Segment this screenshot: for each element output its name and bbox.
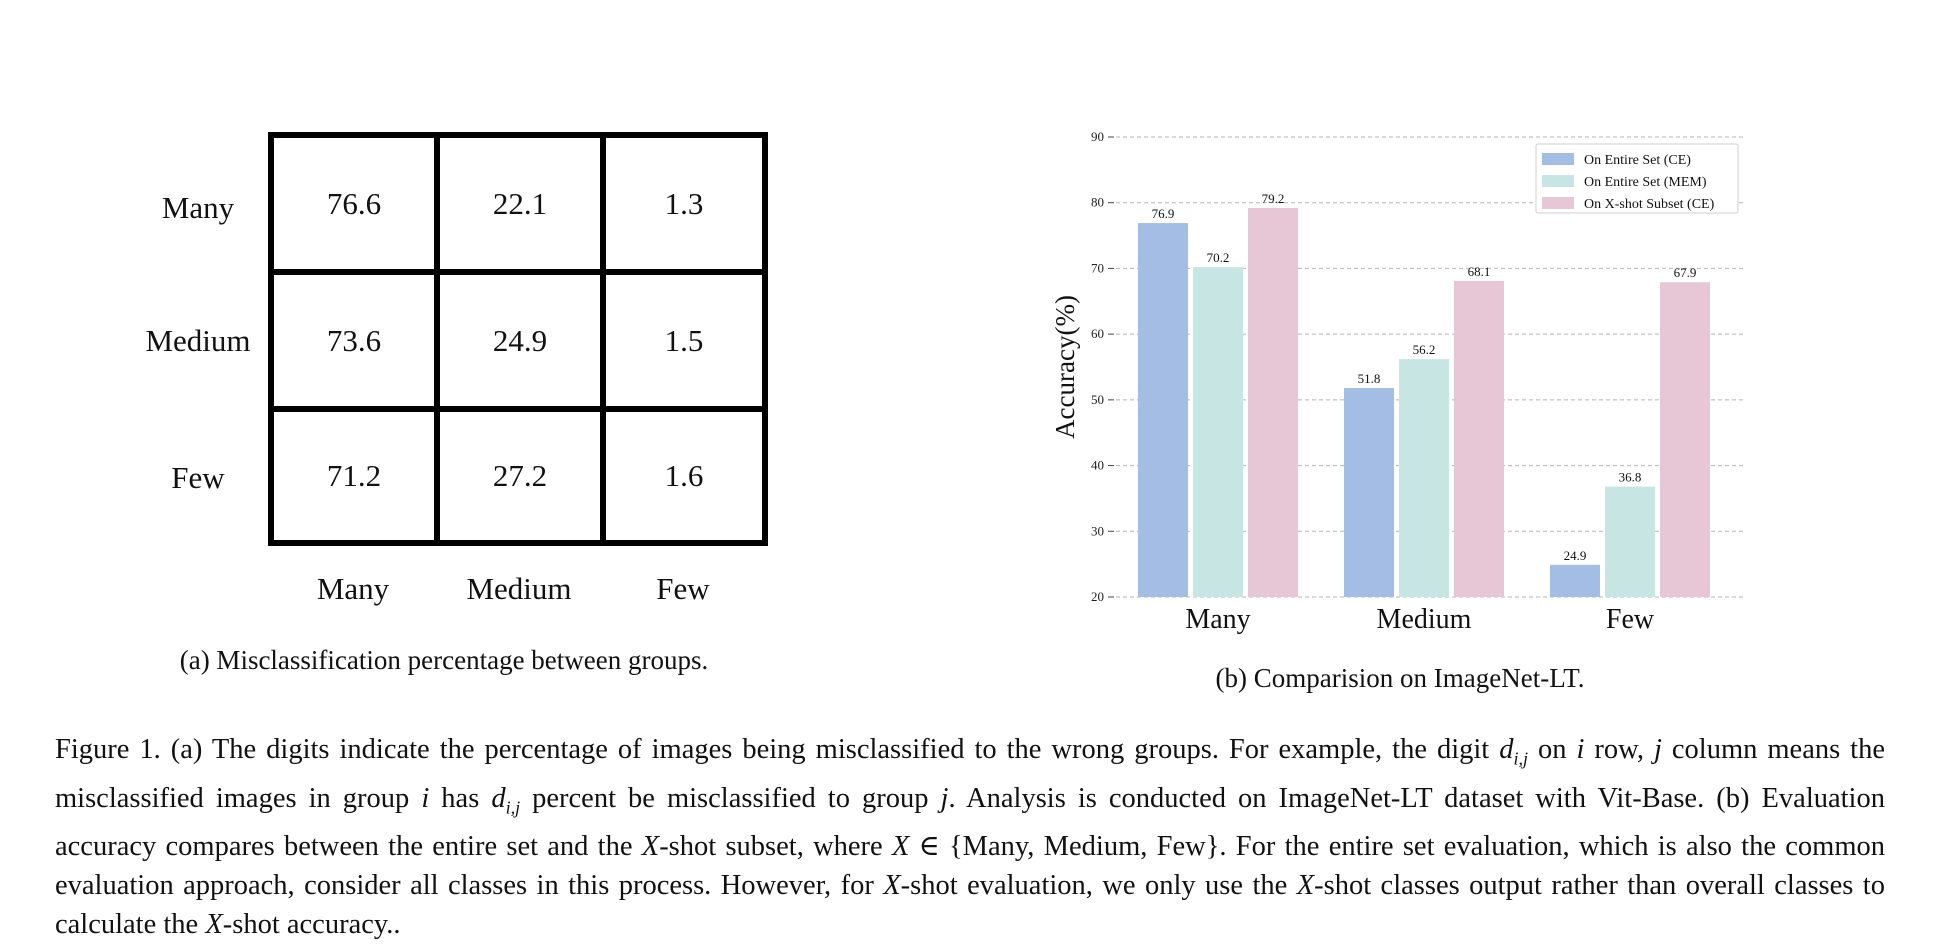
matrix-cell: 71.2 xyxy=(268,406,440,546)
matrix-cell: 27.2 xyxy=(434,406,606,546)
math-x: X xyxy=(891,831,910,863)
row-label-few: Few xyxy=(171,460,225,495)
y-tick-label: 30 xyxy=(1091,523,1104,538)
caption-a: (a) Misclassification percentage between… xyxy=(179,645,709,675)
caption-text: column means the misclassified images in… xyxy=(55,734,1885,814)
col-label-many: Many xyxy=(316,571,390,606)
bar-value-label: 56.2 xyxy=(1413,342,1436,357)
x-tick-label: Medium xyxy=(1377,604,1472,635)
bar xyxy=(1248,207,1298,597)
legend-label: On Entire Set (CE) xyxy=(1584,153,1691,168)
math-sub: i,j xyxy=(1513,748,1528,769)
math-sub: i,j xyxy=(505,797,521,818)
x-tick-label: Few xyxy=(1606,604,1655,635)
bar xyxy=(1660,282,1710,597)
legend-label: On X-shot Subset (CE) xyxy=(1584,197,1715,212)
y-tick-label: 40 xyxy=(1091,458,1104,473)
bar xyxy=(1344,388,1394,597)
math-x: X xyxy=(205,909,223,941)
matrix-cell: 22.1 xyxy=(434,132,606,275)
bar-value-label: 79.2 xyxy=(1262,191,1285,206)
math-j: j xyxy=(1653,734,1662,765)
matrix-cell: 73.6 xyxy=(268,269,440,412)
matrix-cell: 76.6 xyxy=(268,132,440,275)
bar xyxy=(1138,223,1188,597)
caption-text: on xyxy=(1527,734,1577,765)
matrix-cell: 1.3 xyxy=(600,132,768,275)
math-d: d xyxy=(1499,734,1514,765)
caption-text: has xyxy=(429,782,492,814)
bar xyxy=(1399,359,1449,597)
accuracy-bar-chart: 20 30 40 50 60 70 80 90 Accuracy(%) 76.9 70.2 79.2 M… xyxy=(1050,129,1745,635)
figure-caption: Figure 1. (a) The digits indicate the pe… xyxy=(55,730,1885,944)
caption-text: row, xyxy=(1584,734,1644,765)
math-x: X xyxy=(1296,870,1315,902)
col-label-few: Few xyxy=(656,571,710,606)
y-tick-label: 80 xyxy=(1091,195,1104,210)
col-label-medium: Medium xyxy=(466,571,572,606)
bar-value-label: 51.8 xyxy=(1358,371,1381,386)
caption-text: percent be misclassified to group xyxy=(520,782,941,814)
bar-value-label: 24.9 xyxy=(1564,548,1587,563)
y-tick-label: 70 xyxy=(1091,260,1104,275)
math-i: i xyxy=(1576,734,1585,765)
y-axis-label: Accuracy(%) xyxy=(1050,295,1080,439)
bar xyxy=(1193,267,1243,597)
matrix-cell: 24.9 xyxy=(434,269,606,412)
caption-text: -shot subset, where xyxy=(659,831,892,863)
bar xyxy=(1605,486,1655,597)
math-j: j xyxy=(940,782,949,814)
y-tick-label: 90 xyxy=(1091,129,1104,144)
legend-box xyxy=(1535,143,1739,214)
misclassification-matrix: 76.6 22.1 1.3 73.6 24.9 1.5 71.2 27.2 1.… xyxy=(268,132,768,546)
y-tick-label: 60 xyxy=(1091,326,1104,341)
matrix-cell: 1.6 xyxy=(600,406,768,546)
x-tick-label: Many xyxy=(1185,604,1250,635)
caption-text: ∈ {Many, Medium, Few}. For the entire se… xyxy=(55,831,1885,902)
bar-value-label: 68.1 xyxy=(1468,264,1491,279)
legend-swatch xyxy=(1542,175,1574,187)
caption-text: -shot evaluation, we only use the xyxy=(900,870,1297,902)
math-x: X xyxy=(641,831,660,863)
legend-swatch xyxy=(1542,197,1574,209)
math-i: i xyxy=(421,782,430,814)
bar-value-label: 76.9 xyxy=(1152,206,1175,221)
matrix-cell: 1.5 xyxy=(600,269,768,412)
bar-value-label: 36.8 xyxy=(1619,470,1642,485)
bar xyxy=(1454,280,1504,597)
legend-label: On Entire Set (MEM) xyxy=(1584,175,1707,190)
bar-value-label: 67.9 xyxy=(1674,265,1697,280)
caption-text: -shot accuracy.. xyxy=(222,909,401,941)
row-label-medium: Medium xyxy=(145,323,251,358)
caption-text: Figure 1. (a) The digits indicate the pe… xyxy=(55,734,1500,765)
bar-value-label: 70.2 xyxy=(1207,250,1230,265)
math-d: d xyxy=(491,782,506,814)
legend-swatch xyxy=(1542,153,1574,165)
y-tick-label: 50 xyxy=(1091,392,1104,407)
caption-b: (b) Comparision on ImageNet-LT. xyxy=(1215,663,1585,693)
caption-text: . Analysis is conducted on ImageNet-LT d… xyxy=(55,782,1885,863)
math-x: X xyxy=(883,870,901,902)
row-label-many: Many xyxy=(161,190,235,225)
y-tick-label: 20 xyxy=(1091,589,1104,604)
bar xyxy=(1550,564,1600,597)
